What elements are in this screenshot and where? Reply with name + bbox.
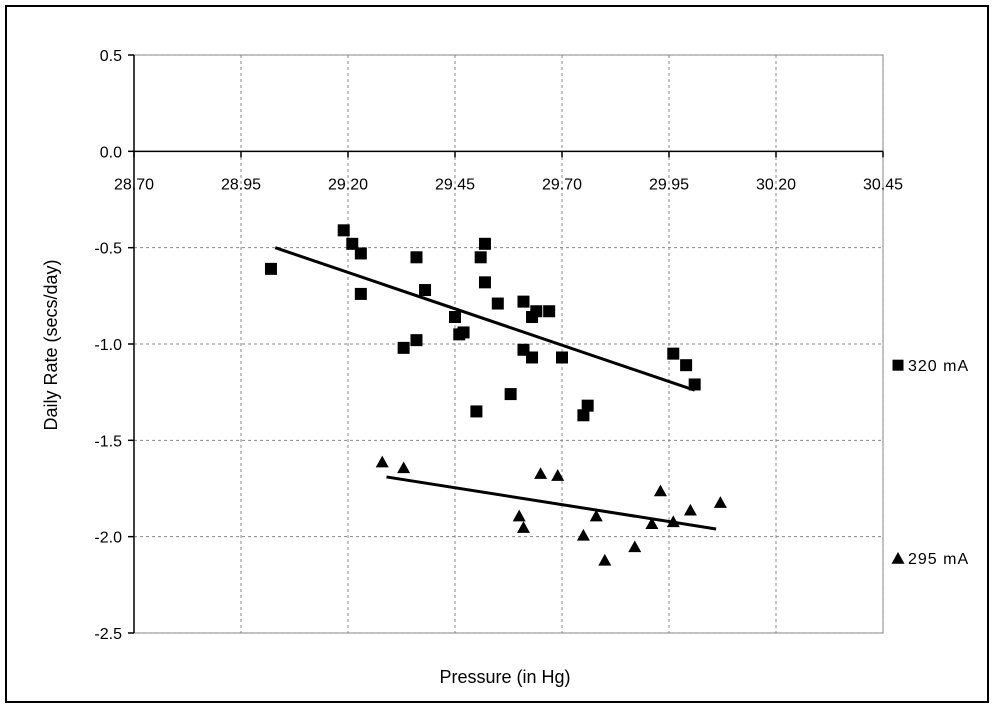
point-320ma: [577, 409, 590, 422]
point-295ma: [512, 509, 526, 522]
y-tick-label: -1.0: [94, 337, 122, 354]
x-tick-label: 30.20: [756, 176, 796, 193]
point-320ma: [680, 359, 693, 372]
point-295ma: [666, 515, 680, 528]
point-320ma: [556, 351, 568, 364]
point-320ma: [688, 378, 701, 391]
point-320ma: [504, 388, 517, 401]
x-tick-label: 29.70: [542, 176, 582, 193]
point-295ma: [628, 540, 642, 553]
trendline-320ma: [274, 246, 696, 392]
point-320ma: [410, 334, 423, 347]
y-tick-label: -2.0: [94, 530, 122, 547]
point-320ma: [397, 341, 410, 354]
point-320ma: [470, 405, 483, 418]
y-tick-label: 0.0: [100, 144, 122, 161]
point-320ma: [346, 237, 359, 250]
point-295ma: [375, 455, 389, 468]
point-295ma: [683, 503, 697, 516]
point-295ma: [551, 469, 565, 481]
y-tick-label: 0.5: [100, 48, 122, 65]
y-tick-label: -2.5: [94, 626, 122, 643]
point-295ma: [534, 467, 548, 479]
y-axis-title: Daily Rate (secs/day): [41, 259, 61, 430]
legend-label-295ma: 295 mA: [908, 551, 969, 568]
point-320ma: [526, 351, 539, 364]
legend-marker-295ma: [891, 552, 905, 564]
point-320ma: [474, 251, 487, 264]
x-tick-label: 29.95: [649, 176, 689, 193]
x-axis-title: Pressure (in Hg): [439, 667, 570, 687]
point-320ma: [478, 237, 491, 250]
point-320ma: [530, 305, 543, 318]
x-tick-label: 28.70: [114, 176, 154, 193]
point-320ma: [354, 247, 367, 260]
point-320ma: [478, 276, 491, 289]
point-295ma: [598, 553, 612, 566]
x-tick-label: 29.45: [435, 176, 475, 193]
point-295ma: [653, 484, 667, 497]
legend-label-320ma: 320 mA: [908, 358, 969, 375]
point-320ma: [517, 295, 530, 308]
trendlines: [274, 246, 717, 531]
point-320ma: [491, 297, 504, 310]
y-tick-label: -1.5: [94, 433, 122, 450]
legend-marker-320ma: [892, 359, 904, 371]
point-320ma: [419, 284, 432, 297]
x-tick-label: 28.95: [221, 176, 261, 193]
trendline-295ma: [386, 475, 717, 531]
point-320ma: [457, 326, 470, 339]
point-320ma: [581, 399, 594, 412]
y-tick-label: -0.5: [94, 241, 122, 258]
point-295ma: [645, 517, 659, 530]
data-points: [264, 224, 727, 566]
axes: 0.5 0.0 -0.5 -1.0 -1.5 -2.0 -2.5 28.70 28.95 29.2…: [94, 48, 903, 643]
x-tick-label: 30.45: [863, 176, 903, 193]
point-320ma: [543, 305, 556, 318]
point-320ma: [354, 287, 367, 300]
point-295ma: [576, 528, 590, 541]
x-tick-label: 29.20: [328, 176, 368, 193]
point-320ma: [264, 262, 277, 275]
point-295ma: [397, 461, 411, 474]
point-295ma: [516, 521, 530, 533]
point-320ma: [337, 224, 350, 237]
outer-border: [5, 5, 989, 703]
point-320ma: [667, 347, 680, 360]
point-295ma: [589, 509, 603, 522]
point-320ma: [449, 311, 461, 324]
legend: 320 mA 295 mA: [891, 358, 969, 568]
point-295ma: [713, 496, 727, 508]
point-320ma: [410, 251, 423, 264]
